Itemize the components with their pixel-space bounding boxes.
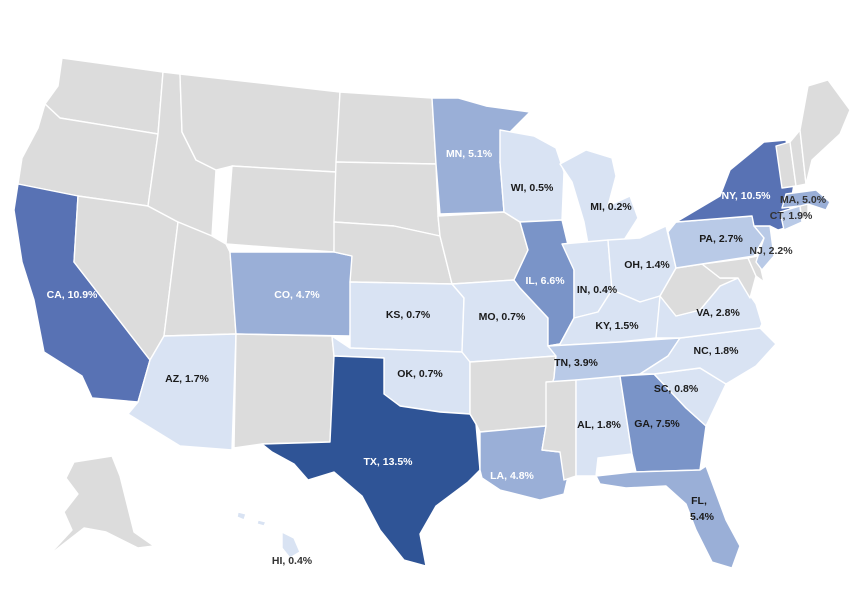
state-label-la: LA, 4.8% <box>490 470 534 482</box>
state-label-mi: MI, 0.2% <box>590 201 632 213</box>
state-label-nj: NJ, 2.2% <box>749 245 793 257</box>
labels-layer: CA, 10.9% TX, 13.5% NY, 10.5% GA, 7.5% IL, 6… <box>47 148 827 567</box>
state-wi[interactable] <box>499 129 565 223</box>
state-label-ny: NY, 10.5% <box>721 190 771 202</box>
state-hi-island-1 <box>236 511 247 521</box>
state-hi[interactable] <box>281 531 301 559</box>
state-de[interactable] <box>747 255 765 283</box>
state-label-ma: MA, 5.0% <box>780 194 827 206</box>
state-nd[interactable] <box>335 91 437 165</box>
state-label-mo: MO, 0.7% <box>479 311 526 323</box>
state-label-ca: CA, 10.9% <box>47 289 98 301</box>
state-ct[interactable] <box>779 205 803 231</box>
state-label-mn: MN, 5.1% <box>446 148 493 160</box>
state-fl[interactable] <box>595 465 741 569</box>
state-ar[interactable] <box>469 355 557 433</box>
state-label-pa: PA, 2.7% <box>699 233 743 245</box>
state-label-oh: OH, 1.4% <box>624 259 670 271</box>
state-label-co: CO, 4.7% <box>274 289 320 301</box>
state-label-ct: CT, 1.9% <box>770 210 813 222</box>
state-label-il: IL, 6.6% <box>525 275 565 287</box>
state-hi-island-2 <box>256 519 267 527</box>
state-label-ok: OK, 0.7% <box>397 368 443 380</box>
state-ny[interactable] <box>675 139 799 231</box>
state-label-nc: NC, 1.8% <box>694 345 740 357</box>
state-label-al: AL, 1.8% <box>577 419 621 431</box>
state-label-va: VA, 2.8% <box>696 307 740 319</box>
state-label-fl-line2: 5.4% <box>690 511 715 523</box>
state-mt[interactable] <box>179 73 341 173</box>
state-wy[interactable] <box>225 165 337 253</box>
state-ky[interactable] <box>547 289 677 347</box>
state-label-tx: TX, 13.5% <box>363 456 413 468</box>
state-label-wi: WI, 0.5% <box>511 182 554 194</box>
state-tx[interactable] <box>261 355 481 567</box>
state-label-in: IN, 0.4% <box>577 284 618 296</box>
state-ak[interactable] <box>47 455 155 557</box>
state-label-hi: HI, 0.4% <box>272 555 313 567</box>
state-label-ks: KS, 0.7% <box>386 309 431 321</box>
state-label-tn: TN, 3.9% <box>554 357 598 369</box>
state-label-ky: KY, 1.5% <box>595 320 639 332</box>
state-label-az: AZ, 1.7% <box>165 373 209 385</box>
state-ma[interactable] <box>781 189 831 211</box>
state-label-ga: GA, 7.5% <box>634 418 680 430</box>
state-nc[interactable] <box>639 327 777 385</box>
states-layer <box>13 57 851 569</box>
state-mi[interactable] <box>559 149 639 245</box>
state-nm[interactable] <box>233 333 335 449</box>
state-ia[interactable] <box>437 211 529 285</box>
state-me[interactable] <box>799 79 851 185</box>
state-label-fl: FL, <box>691 495 707 507</box>
state-label-sc: SC, 0.8% <box>654 383 699 395</box>
